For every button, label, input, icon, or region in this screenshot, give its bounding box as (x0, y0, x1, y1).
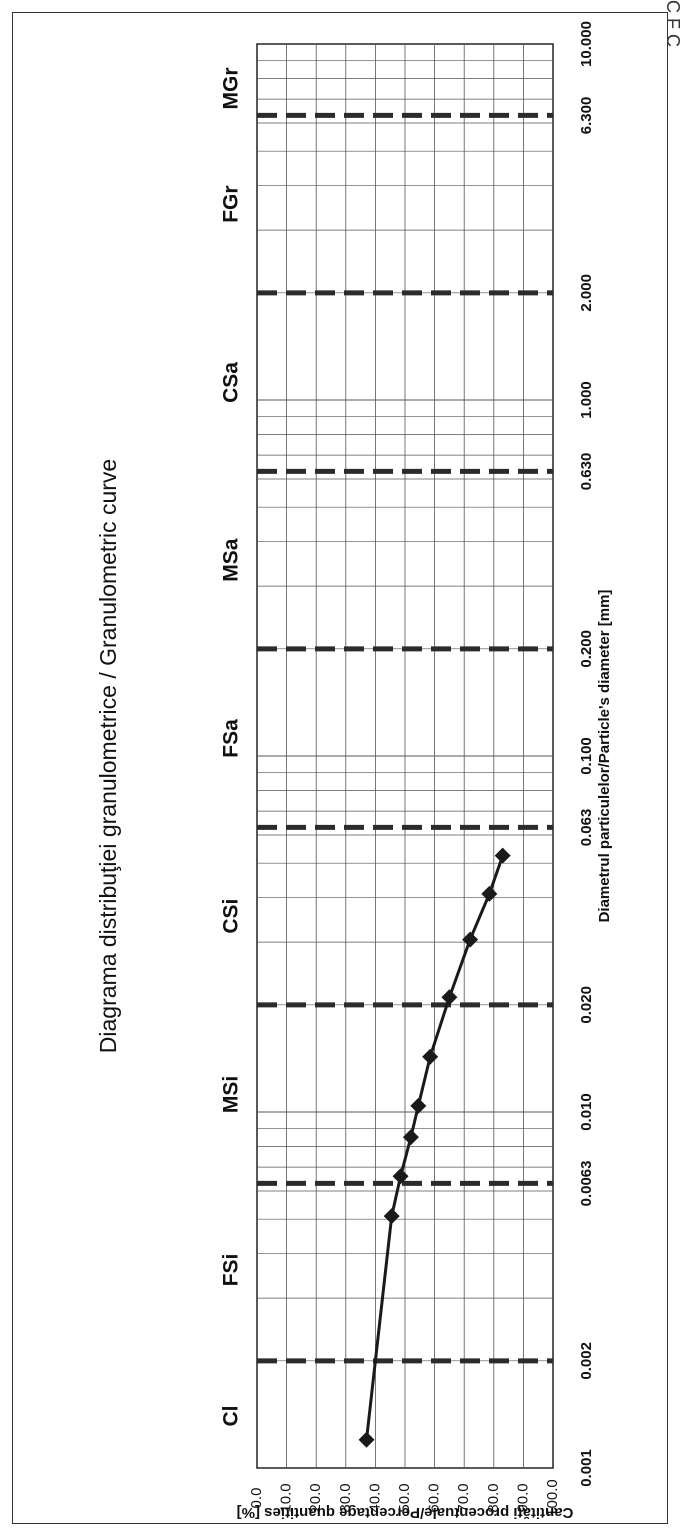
x-tick-label: 2.000 (578, 274, 595, 312)
data-point-marker (410, 1097, 427, 1114)
zone-label: CSa (220, 362, 243, 403)
x-tick-label: 1.000 (578, 381, 595, 419)
data-point-marker (383, 1208, 400, 1225)
zone-label: MSi (220, 1076, 243, 1113)
zone-boundaries-layer (257, 112, 553, 1364)
data-point-marker (392, 1168, 409, 1185)
y-tick-label: 100.0 (544, 1479, 561, 1517)
zone-label: Cl (220, 1405, 243, 1426)
x-tick-label: 0.063 (578, 809, 595, 847)
data-point-marker (494, 847, 511, 864)
x-tick-label: 0.200 (578, 630, 595, 668)
y-tick-label: 80.0 (485, 1483, 502, 1512)
zone-label: FSi (220, 1254, 243, 1287)
x-tick-label: 0.001 (578, 1449, 595, 1487)
y-tick-label: 50.0 (396, 1483, 413, 1512)
x-tick-label: 0.0063 (578, 1160, 595, 1206)
y-axis-label: Cantităţi procentuale/Percentage quantit… (237, 1504, 574, 1521)
x-tick-label: 0.100 (578, 737, 595, 775)
grid-layer (256, 43, 554, 1469)
data-point-marker (481, 885, 498, 902)
x-tick-label: 10.000 (578, 21, 595, 67)
x-tick-label: 6.300 (578, 97, 595, 135)
y-tick-label: 20.0 (307, 1483, 324, 1512)
y-tick-label: 40.0 (366, 1483, 383, 1512)
chart-title: Diagrama distribuţiei granulometrice / G… (95, 459, 121, 1053)
x-tick-label: 0.630 (578, 453, 595, 491)
x-tick-label: 0.002 (578, 1342, 595, 1380)
series-line (365, 855, 505, 1440)
y-tick-label: 60.0 (426, 1483, 443, 1512)
zone-label: FGr (220, 185, 243, 222)
y-tick-label: 90.0 (514, 1483, 531, 1512)
x-tick-label: 0.010 (578, 1093, 595, 1131)
data-point-marker (358, 1431, 375, 1448)
text-layer: 0.001 0.002 0.0063 0.010 0.020 0.063 0.100 0.20… (95, 21, 613, 1521)
y-tick-label: 70.0 (455, 1483, 472, 1512)
zone-label: FSa (220, 719, 243, 758)
y-tick-label: 10.0 (278, 1483, 295, 1512)
data-point-marker (441, 989, 458, 1006)
zone-label: CSi (220, 899, 243, 934)
data-point-marker (402, 1129, 419, 1146)
data-point-marker (462, 931, 479, 948)
x-axis-label: Diametrul particulelor/Particle's diamet… (596, 590, 613, 923)
zone-label: MGr (220, 67, 243, 109)
y-tick-label: 30.0 (337, 1483, 354, 1512)
zone-label: MSa (220, 538, 243, 582)
y-tick-label: 0.0 (248, 1488, 265, 1509)
x-tick-label: 0.020 (578, 986, 595, 1024)
series-layer (358, 847, 511, 1448)
data-point-marker (422, 1048, 439, 1065)
chart-frame (12, 12, 668, 1524)
